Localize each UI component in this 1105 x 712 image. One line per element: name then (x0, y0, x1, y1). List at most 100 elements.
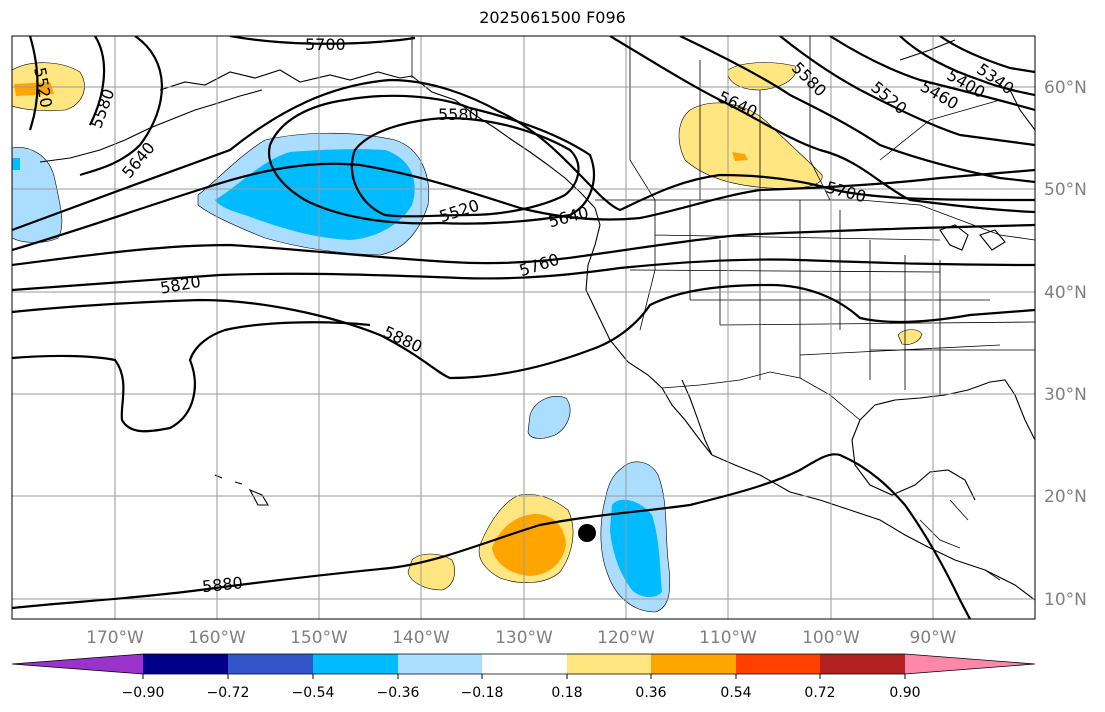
contour-label: 5640 (546, 202, 590, 231)
contour-label: 5520 (437, 196, 482, 227)
colorbar-tick-label: 0.54 (720, 685, 751, 701)
contour-canada-trough-1 (609, 36, 1035, 214)
colorbar-tick-label: 0.72 (804, 685, 835, 701)
positive-anomaly-northwest-core (14, 82, 54, 96)
contour-5400-canada (899, 36, 1035, 97)
lat-tick-label: 10°N (1044, 590, 1087, 610)
negative-anomaly-west-core (12, 158, 20, 170)
colorbar-tick-label: 0.18 (551, 685, 582, 701)
negative-anomaly-west-edge (12, 147, 63, 243)
colorbar-tick-label: 0.90 (889, 685, 920, 701)
west-coast-us (585, 264, 663, 389)
southeast-alaska-coastline (411, 75, 596, 209)
contour-5700-north (229, 36, 416, 45)
contour-label: 5700 (305, 35, 346, 54)
lat-tick-label: 30°N (1044, 385, 1087, 405)
colorbar-tick-label: 0.36 (635, 685, 666, 701)
contour-label: 5880 (380, 322, 425, 356)
positive-anomaly-north-canada (727, 62, 797, 91)
storm-center-marker (578, 524, 596, 542)
baja-coastline (661, 379, 713, 456)
contour-label: 5880 (201, 573, 243, 596)
colorbar-tick-label: −0.36 (377, 685, 420, 701)
contour-5880-ridge (12, 283, 1035, 380)
lon-tick-label: 140°W (392, 628, 450, 648)
contour-5640-band (12, 78, 1035, 232)
mexico-pacific-coastline (711, 454, 1035, 601)
positive-anomaly-canada (678, 102, 823, 189)
contour-canada-trough-2 (679, 36, 1035, 184)
colorbar-segment (567, 654, 651, 674)
us-state-borders (629, 200, 1035, 395)
colorbar-segment (820, 654, 905, 674)
us-canada-border (595, 199, 1035, 241)
colorbar-extend-max (905, 654, 1035, 674)
colorbar-segment (143, 654, 228, 674)
contour-5880-south (12, 453, 971, 619)
contour-5520-canada (779, 36, 1035, 147)
contour-5460-canada (829, 36, 1035, 112)
colorbar-tick-label: −0.54 (292, 685, 335, 701)
lon-tick-label: 120°W (597, 628, 655, 648)
colorbar-segment (398, 654, 482, 674)
contour-5760-band (12, 223, 1035, 267)
anomaly-shading (12, 62, 923, 613)
canada-province-borders (629, 36, 1001, 201)
colorbar-tick-label: −0.90 (122, 685, 165, 701)
colorbar: −0.90 −0.72 −0.54 −0.36 −0.18 0.18 0.36 … (11, 653, 1036, 701)
bc-coastline (587, 207, 601, 266)
colorbar-tick-label: −0.72 (207, 685, 250, 701)
colorbar-segment (736, 654, 820, 674)
contour-5820-band (12, 258, 1035, 292)
contour-label: 5640 (118, 138, 159, 181)
negative-anomaly-tropical-core (610, 499, 662, 598)
colorbar-segment (482, 654, 567, 674)
colorbar-tick-label: −0.18 (461, 685, 504, 701)
lat-tick-label: 50°N (1044, 180, 1087, 200)
alaska-peninsula-coastline (39, 89, 263, 163)
contour-label: 5580 (788, 58, 830, 100)
positive-anomaly-canada-core (732, 152, 748, 161)
lon-tick-label: 160°W (188, 628, 246, 648)
map-frame (11, 35, 1036, 620)
lon-tick-label: 100°W (802, 628, 860, 648)
contour-label: 5820 (159, 272, 202, 298)
longitude-tick-labels: 170°W 160°W 150°W 140°W 130°W 120°W 110°… (86, 628, 957, 648)
lon-tick-label: 150°W (290, 628, 348, 648)
hudson-bay-coastline (899, 39, 1035, 131)
alaska-coastline (159, 69, 413, 91)
hawaii-islands (214, 474, 269, 506)
contour-5340-canada (939, 36, 1035, 74)
negative-anomaly-small-blob (527, 396, 571, 439)
political-borders (411, 36, 1035, 581)
contour-5520-low-ring (350, 116, 580, 218)
lon-tick-label: 110°W (699, 628, 757, 648)
lat-tick-label: 60°N (1044, 78, 1087, 98)
lon-tick-label: 130°W (495, 628, 553, 648)
height-contours (12, 36, 1035, 619)
gridlines (12, 36, 1035, 619)
contour-5520-northwest (28, 36, 39, 131)
positive-anomaly-midwest (897, 329, 923, 345)
central-america-borders (919, 499, 1001, 581)
figure-title: 2025061500 F096 (479, 8, 626, 27)
colorbar-segment (313, 654, 398, 674)
colorbar-segment (651, 654, 736, 674)
colorbar-segment (228, 654, 313, 674)
latitude-tick-labels: 10°N 20°N 30°N 40°N 50°N 60°N (1044, 78, 1087, 610)
contour-5880-pocket (12, 321, 371, 433)
us-mexico-border (661, 371, 861, 421)
contour-label: 5580 (438, 105, 479, 124)
lon-tick-label: 170°W (86, 628, 144, 648)
lon-tick-label: 90°W (910, 628, 957, 648)
contour-5580-northwest (89, 36, 106, 126)
lat-tick-label: 40°N (1044, 283, 1087, 303)
great-lakes (939, 224, 1006, 251)
yucatan-coastline (851, 419, 976, 501)
colorbar-extend-min (12, 654, 143, 674)
gulf-coastline (859, 379, 1035, 441)
contour-5640-northwest (79, 36, 163, 177)
colorbar-ticks (142, 674, 906, 679)
contour-5700-band (12, 162, 1035, 252)
